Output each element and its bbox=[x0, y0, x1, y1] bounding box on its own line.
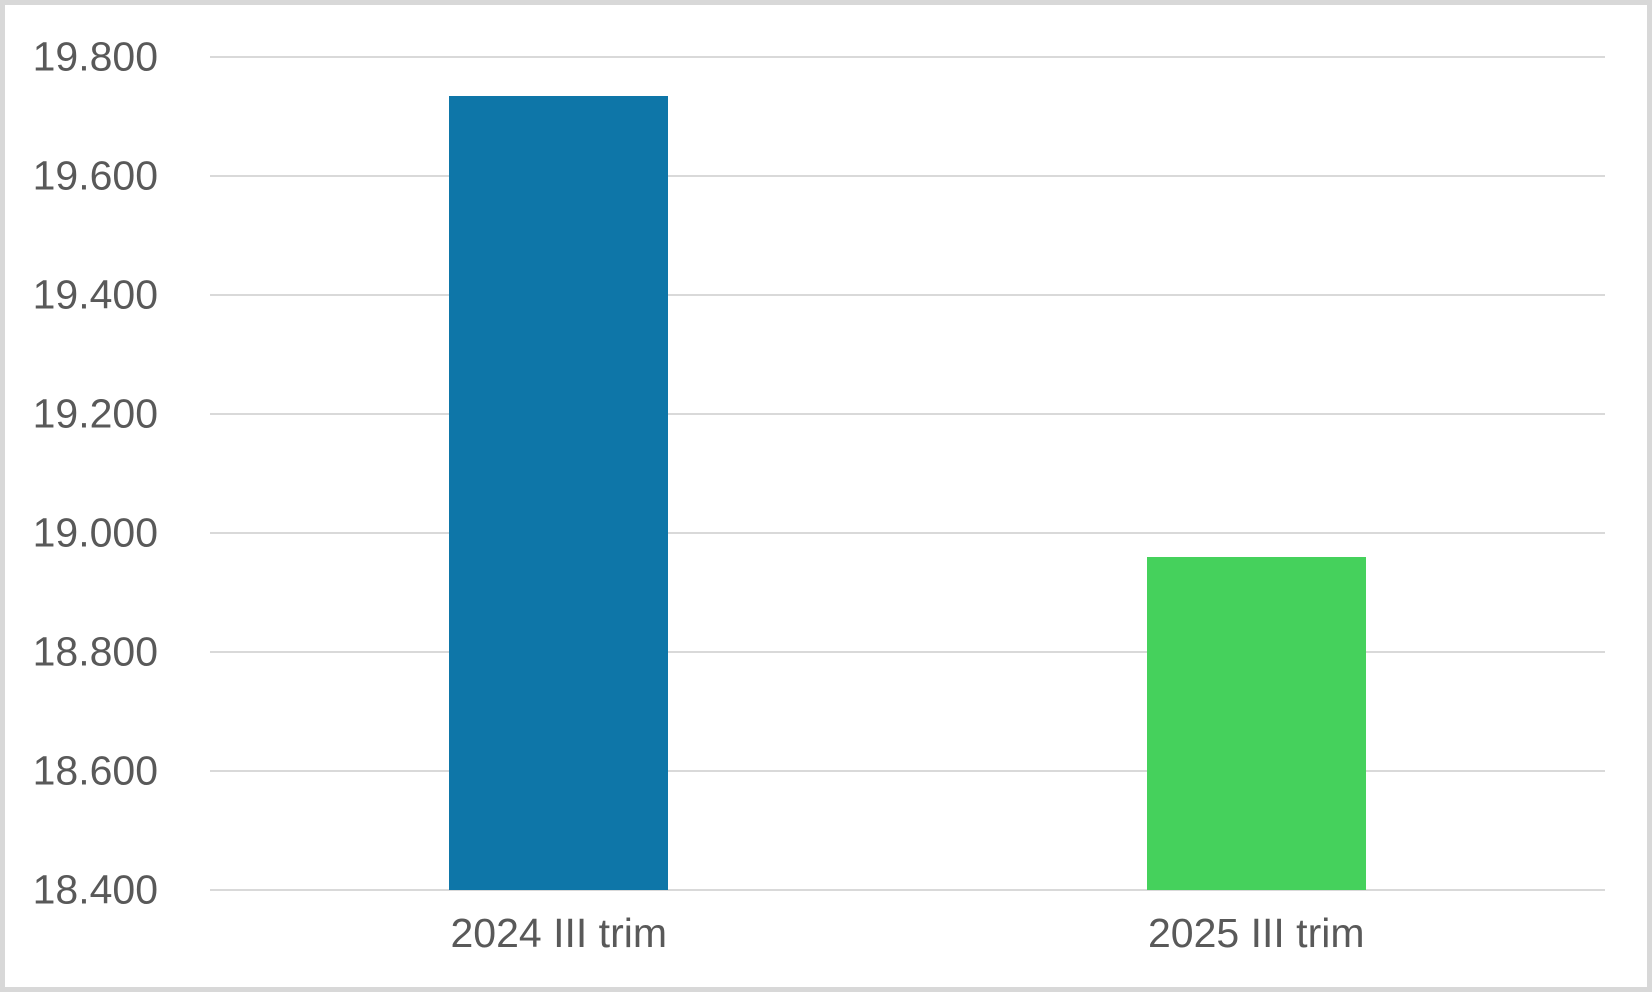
bar-2024-iii-trim[interactable] bbox=[449, 95, 669, 890]
y-axis-tick-label: 18.800 bbox=[32, 628, 158, 675]
y-axis-tick-label: 19.400 bbox=[32, 271, 158, 318]
y-axis-tick-label: 19.600 bbox=[32, 152, 158, 199]
plot-area: 18.400 18.600 18.800 19.000 19.200 19.400 19.6… bbox=[5, 5, 1647, 987]
gridline bbox=[210, 294, 1605, 296]
x-axis-category-label: 2025 III trim bbox=[1148, 910, 1365, 956]
y-axis-tick-label: 18.600 bbox=[32, 747, 158, 794]
x-axis-category-label: 2024 III trim bbox=[450, 910, 667, 956]
gridline bbox=[210, 413, 1605, 415]
gridline bbox=[210, 175, 1605, 177]
y-axis-tick-label: 18.400 bbox=[32, 866, 158, 913]
y-axis-tick-label: 19.000 bbox=[32, 509, 158, 556]
gridline bbox=[210, 770, 1605, 772]
gridline bbox=[210, 56, 1605, 58]
y-axis-tick-label: 19.800 bbox=[32, 33, 158, 80]
y-axis-tick-label: 19.200 bbox=[32, 390, 158, 437]
bar-2025-iii-trim[interactable] bbox=[1146, 556, 1366, 890]
gridline bbox=[210, 532, 1605, 534]
gridline bbox=[210, 651, 1605, 653]
gridline bbox=[210, 889, 1605, 891]
